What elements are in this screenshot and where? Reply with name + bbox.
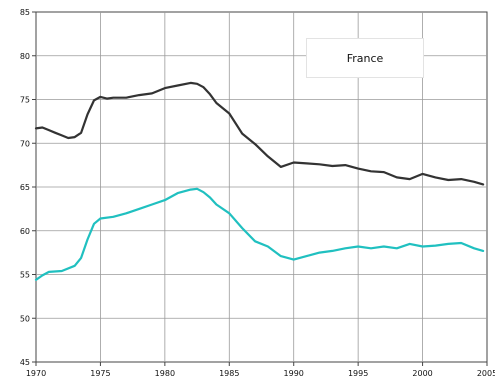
gridlines (36, 12, 487, 362)
x-tick-label: 1980 (155, 369, 175, 378)
series-line-2 (34, 187, 485, 281)
y-tick-label: 60 (20, 227, 30, 236)
y-tick-label: 45 (20, 358, 30, 367)
legend: France (306, 38, 424, 78)
x-tick-label: 1985 (219, 369, 239, 378)
y-tick-label: 75 (20, 96, 30, 105)
y-tick-label: 50 (20, 314, 30, 323)
x-tick-label: 1970 (26, 369, 46, 378)
x-tick-label: 2000 (412, 369, 432, 378)
x-tick-label: 2005 (477, 369, 495, 378)
y-tick-label: 70 (20, 139, 30, 148)
x-tick-label: 1995 (348, 369, 368, 378)
series-group (34, 81, 485, 281)
y-tick-label: 80 (20, 52, 30, 61)
y-tick-label: 65 (20, 183, 30, 192)
x-tick-label: 1990 (284, 369, 304, 378)
y-tick-label: 55 (20, 271, 30, 280)
legend-label: France (346, 51, 384, 65)
x-axis: 1970 1975 1980 1985 1990 1995 2000 2005 (26, 362, 495, 378)
y-axis: 45 50 55 60 65 70 75 80 85 (20, 8, 36, 367)
x-tick-label: 1975 (90, 369, 110, 378)
y-tick-label: 85 (20, 8, 30, 17)
series-line-1 (34, 81, 485, 186)
